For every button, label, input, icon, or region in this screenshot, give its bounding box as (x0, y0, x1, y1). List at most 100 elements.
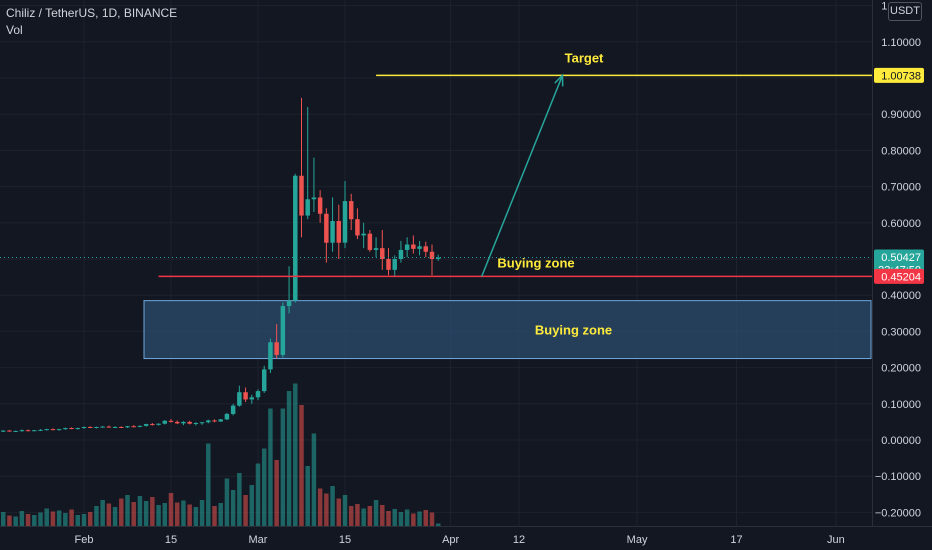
candle[interactable] (423, 241, 429, 258)
volume-bar (181, 500, 186, 526)
currency-badge[interactable]: USDT (888, 2, 922, 21)
candle[interactable] (75, 427, 81, 430)
candle[interactable] (361, 222, 366, 249)
candle[interactable] (237, 385, 242, 407)
volume-bar (243, 495, 248, 526)
candle[interactable] (25, 429, 31, 432)
candle[interactable] (336, 204, 342, 259)
candle[interactable] (119, 426, 124, 428)
candle[interactable] (187, 420, 192, 425)
price-label-target[interactable]: 1.00738 (874, 67, 924, 83)
buying-zone-box[interactable] (143, 300, 872, 360)
candle[interactable] (7, 429, 12, 432)
candle[interactable] (380, 230, 385, 270)
candle[interactable] (224, 412, 230, 421)
candle[interactable] (373, 237, 379, 258)
candle[interactable] (206, 419, 211, 424)
trend-arrow[interactable] (481, 75, 564, 277)
candle[interactable] (355, 208, 360, 240)
candle[interactable] (19, 429, 25, 432)
candle[interactable] (106, 425, 112, 428)
candle[interactable] (56, 428, 62, 431)
candle[interactable] (32, 429, 37, 432)
symbol-title[interactable]: Chiliz / TetherUS, 1D, BINANCE (6, 6, 178, 20)
candle[interactable] (193, 422, 199, 426)
candle[interactable] (137, 425, 143, 428)
price-label-text: 0.45204 (881, 271, 921, 283)
candle[interactable] (280, 302, 286, 358)
volume-bar (106, 503, 112, 526)
candle[interactable] (174, 420, 180, 425)
volume-bar (342, 495, 348, 526)
candle[interactable] (181, 421, 186, 426)
volume-bar (38, 512, 43, 526)
volume-bar (280, 408, 286, 526)
volume-bar (119, 498, 124, 526)
candle[interactable] (286, 266, 292, 314)
candle[interactable] (81, 426, 87, 429)
y-tick-label: 0.70000 (881, 182, 921, 194)
candle[interactable] (348, 193, 354, 231)
candle[interactable] (299, 97, 304, 238)
candle-body (119, 426, 124, 428)
volume-label[interactable]: Vol (6, 23, 23, 37)
candle[interactable] (162, 420, 168, 425)
x-tick-label: 12 (513, 534, 525, 546)
candle[interactable] (87, 426, 93, 429)
volume-bar (237, 473, 242, 526)
candle[interactable] (0, 430, 6, 433)
candle[interactable] (411, 235, 416, 254)
candle[interactable] (324, 208, 329, 263)
candle[interactable] (44, 428, 49, 431)
candle[interactable] (100, 425, 105, 428)
candle[interactable] (112, 426, 118, 429)
volume-bar (19, 511, 25, 526)
candle[interactable] (212, 419, 217, 423)
candle[interactable] (392, 255, 397, 278)
candle[interactable] (199, 421, 205, 425)
candle-body (311, 197, 317, 200)
candle[interactable] (168, 419, 174, 423)
candle[interactable] (311, 157, 317, 212)
candle[interactable] (150, 422, 155, 426)
candle[interactable] (125, 425, 130, 429)
candle[interactable] (367, 230, 373, 252)
candle-body (199, 422, 205, 424)
candle[interactable] (305, 106, 310, 220)
candle[interactable] (404, 237, 410, 258)
candle[interactable] (386, 248, 391, 276)
candle[interactable] (230, 403, 236, 416)
candle[interactable] (342, 181, 348, 249)
candle[interactable] (293, 173, 298, 303)
candle[interactable] (143, 423, 149, 427)
price-label-support[interactable]: 0.45204 (874, 268, 924, 284)
candle[interactable] (243, 387, 248, 402)
candle[interactable] (255, 389, 261, 401)
candle[interactable] (131, 425, 136, 428)
candle[interactable] (13, 430, 18, 433)
candle[interactable] (317, 190, 323, 223)
candle[interactable] (435, 254, 441, 261)
candle[interactable] (69, 427, 74, 430)
candle[interactable] (94, 426, 99, 429)
candle[interactable] (156, 423, 161, 426)
volume-bar (429, 512, 435, 526)
target-label: Target (565, 50, 604, 65)
candle[interactable] (417, 240, 422, 256)
candle[interactable] (429, 244, 435, 276)
candle[interactable] (261, 365, 267, 393)
candle[interactable] (330, 197, 335, 252)
candle-body (174, 421, 180, 424)
candle[interactable] (268, 338, 273, 374)
candle[interactable] (274, 324, 279, 359)
candle[interactable] (218, 419, 223, 422)
candle[interactable] (398, 240, 404, 263)
candle[interactable] (38, 429, 43, 431)
candle-body (212, 420, 217, 422)
candle-body (293, 175, 298, 301)
candle[interactable] (249, 394, 255, 404)
candle[interactable] (50, 428, 56, 431)
candle[interactable] (63, 427, 68, 430)
y-tick-label: 0.80000 (881, 145, 921, 157)
